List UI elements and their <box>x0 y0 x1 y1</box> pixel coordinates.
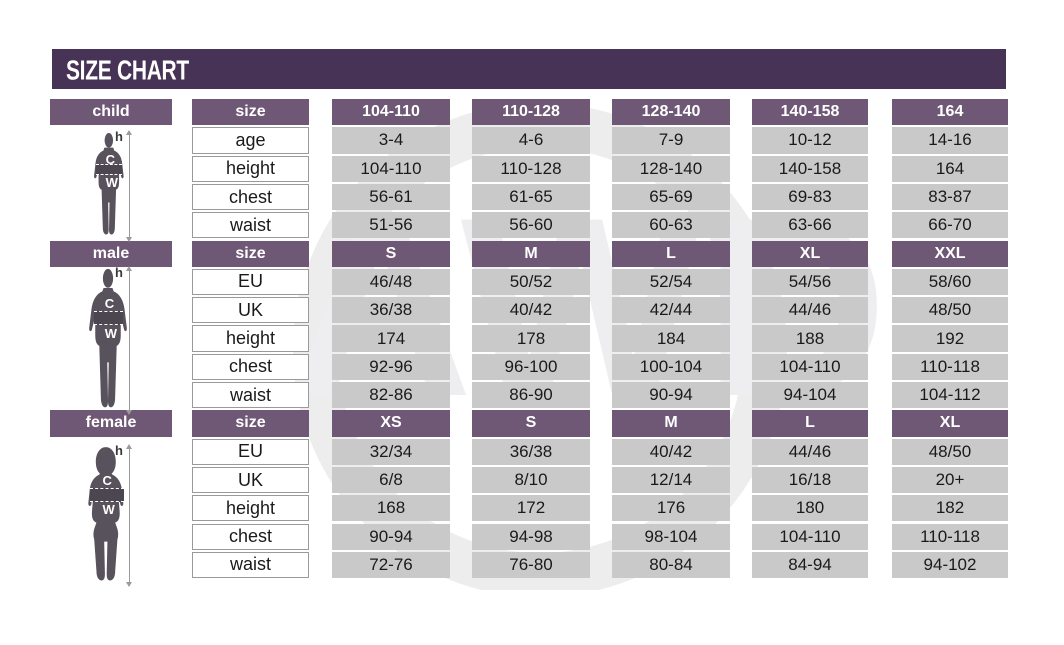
svg-text:SIZE: SIZE <box>66 56 111 87</box>
svg-text:CHART: CHART <box>117 56 189 87</box>
